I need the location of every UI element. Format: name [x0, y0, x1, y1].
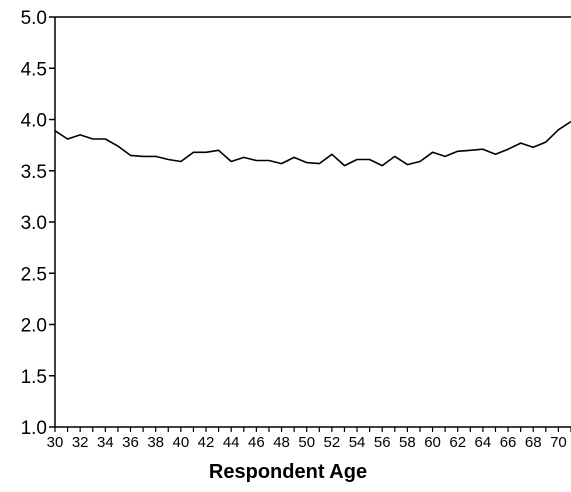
x-axis-ticks: 30 32 34 36 38 40 42 44 46 48 50 52 54 56 58 60 62 64 66 68…	[47, 427, 571, 451]
x-tick-label: 60	[424, 434, 441, 451]
y-tick-label: 2.0	[21, 316, 47, 337]
x-tick-label: 50	[298, 434, 315, 451]
x-tick-label: 32	[72, 434, 89, 451]
x-tick-label: 44	[223, 434, 240, 451]
x-tick-label: 70	[550, 434, 567, 451]
y-tick-label: 2.5	[21, 264, 47, 285]
series-line	[55, 122, 571, 166]
y-tick-label: 4.5	[21, 59, 47, 80]
x-tick-label: 52	[324, 434, 341, 451]
x-tick-label: 58	[399, 434, 416, 451]
x-tick-label: 68	[525, 434, 542, 451]
x-tick-label: 64	[475, 434, 492, 451]
y-tick-label: 3.0	[21, 213, 47, 234]
y-tick-label: 3.5	[21, 162, 47, 183]
x-tick-label: 38	[147, 434, 164, 451]
x-tick-label: 56	[374, 434, 391, 451]
x-tick-label: 62	[449, 434, 466, 451]
x-tick-label: 42	[198, 434, 215, 451]
y-tick-label: 1.0	[21, 418, 47, 439]
y-tick-label: 1.5	[21, 367, 47, 388]
series-layer	[55, 122, 571, 166]
x-tick-label: 54	[349, 434, 366, 451]
x-tick-label: 34	[97, 434, 114, 451]
x-tick-label: 40	[173, 434, 190, 451]
y-axis-ticks: 1.0 1.5 2.0 2.5 3.0 3.5 4.0 4.5 5.0	[21, 8, 55, 439]
x-tick-label: 66	[500, 434, 517, 451]
x-tick-label: 46	[248, 434, 265, 451]
x-tick-label: 30	[47, 434, 64, 451]
y-tick-label: 5.0	[21, 8, 47, 29]
y-tick-label: 4.0	[21, 111, 47, 132]
x-axis-title: Respondent Age	[209, 461, 367, 483]
x-tick-label: 48	[273, 434, 290, 451]
x-tick-label: 36	[122, 434, 139, 451]
